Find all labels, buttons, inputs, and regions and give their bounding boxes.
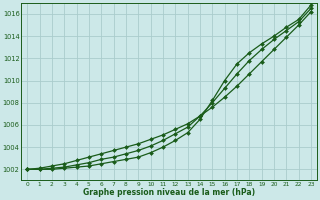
X-axis label: Graphe pression niveau de la mer (hPa): Graphe pression niveau de la mer (hPa) (83, 188, 255, 197)
